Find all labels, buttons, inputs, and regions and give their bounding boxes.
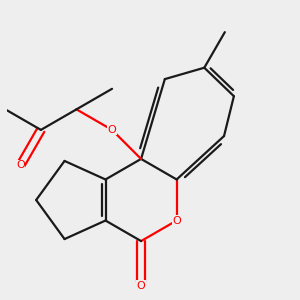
Text: O: O (172, 215, 181, 226)
Text: O: O (137, 281, 146, 291)
Text: O: O (16, 160, 25, 170)
Text: O: O (108, 125, 116, 135)
